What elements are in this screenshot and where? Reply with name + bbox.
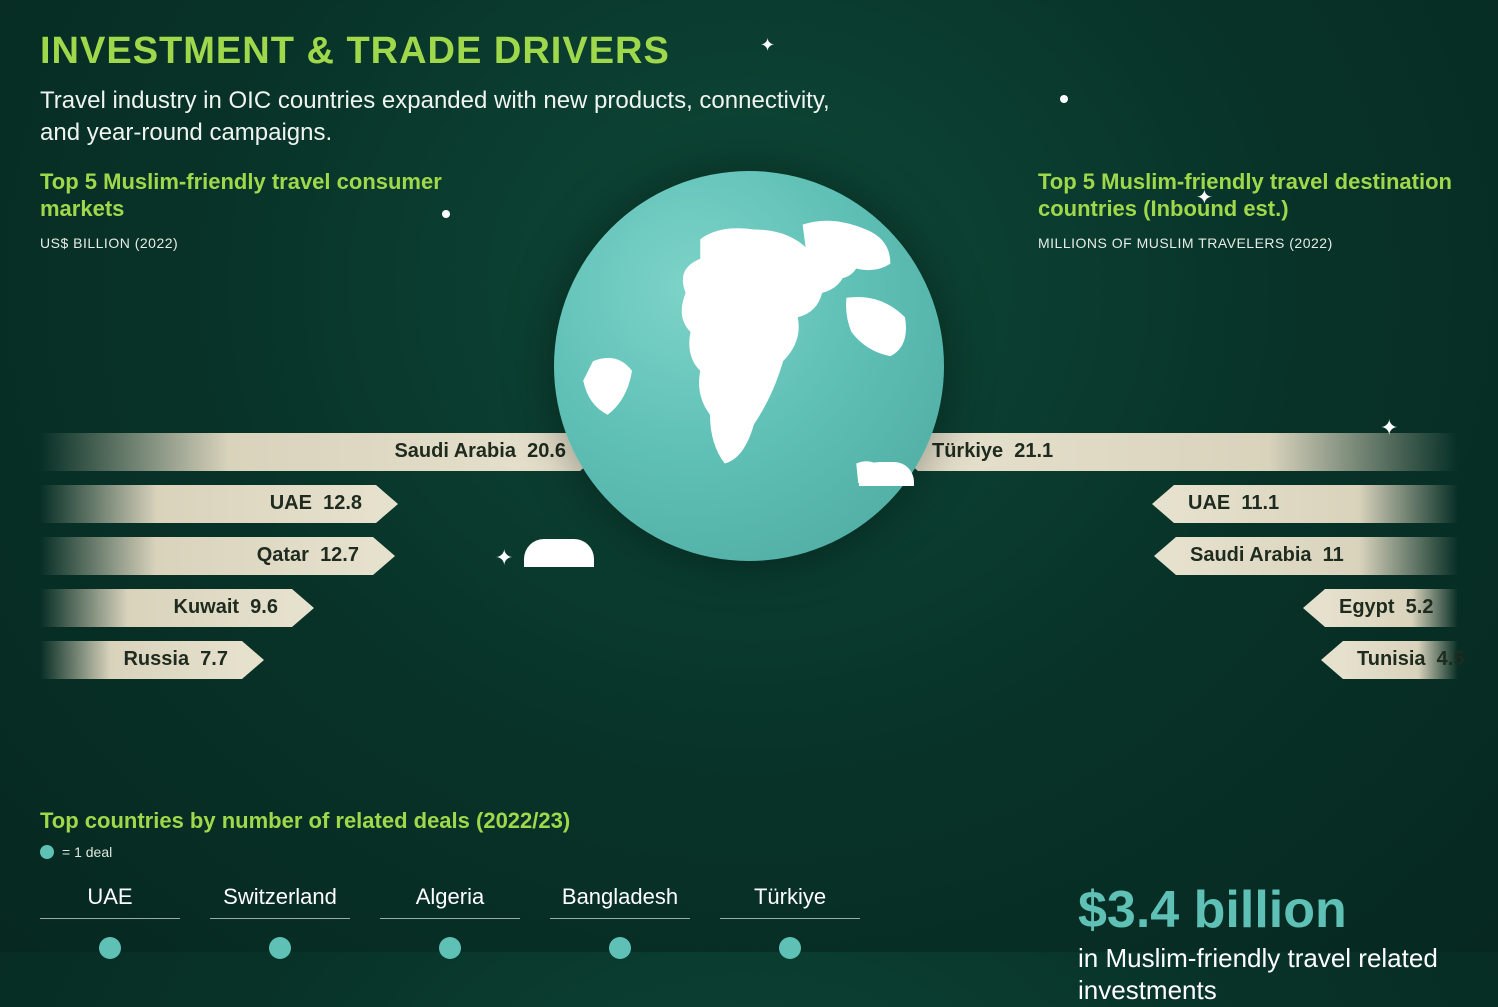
arrow-left-icon <box>1321 641 1343 679</box>
deal-dots <box>210 937 350 959</box>
investment-value: $3.4 billion <box>1078 884 1458 936</box>
deal-country: Türkiye <box>720 884 860 959</box>
legend-dot-icon <box>40 845 54 859</box>
deal-country-name: Türkiye <box>720 884 860 919</box>
deal-dot-icon <box>269 937 291 959</box>
deals-title: Top countries by number of related deals… <box>40 808 1458 834</box>
deal-dots <box>550 937 690 959</box>
right-chart-unit: MILLIONS OF MUSLIM TRAVELERS (2022) <box>1038 235 1458 251</box>
deal-dot-icon <box>609 937 631 959</box>
deal-dot-icon <box>99 937 121 959</box>
page-subtitle: Travel industry in OIC countries expande… <box>40 85 860 150</box>
bar-label: Türkiye 21.1 <box>932 440 1053 463</box>
bar-label: Tunisia 4.5 <box>1357 648 1464 671</box>
deal-dot-icon <box>779 937 801 959</box>
deal-country-name: Switzerland <box>210 884 350 919</box>
deal-country-name: Bangladesh <box>550 884 690 919</box>
deal-dots <box>380 937 520 959</box>
deal-country: Algeria <box>380 884 520 959</box>
investment-stat: $3.4 billion in Muslim-friendly travel r… <box>1078 884 1458 1007</box>
deal-country-name: UAE <box>40 884 180 919</box>
deal-dot-icon <box>439 937 461 959</box>
deal-country: Bangladesh <box>550 884 690 959</box>
left-chart: Top 5 Muslim-friendly travel consumer ma… <box>40 168 460 598</box>
left-chart-title: Top 5 Muslim-friendly travel consumer ma… <box>40 168 460 223</box>
deals-section: Top countries by number of related deals… <box>40 808 1458 1007</box>
deal-country: UAE <box>40 884 180 959</box>
dot-deco <box>1060 95 1068 103</box>
right-chart-title: Top 5 Muslim-friendly travel destination… <box>1038 168 1458 223</box>
charts-container: Top 5 Muslim-friendly travel consumer ma… <box>40 168 1458 598</box>
deal-dots <box>40 937 180 959</box>
deals-legend: = 1 deal <box>40 844 1458 860</box>
cloud-deco <box>859 462 914 486</box>
deal-country: Switzerland <box>210 884 350 959</box>
deal-countries: UAE Switzerland Algeria Bangladesh Türki… <box>40 884 860 959</box>
bar-label: Egypt 5.2 <box>1339 596 1433 619</box>
legend-label: = 1 deal <box>62 844 112 860</box>
bar-label: Russia 7.7 <box>123 648 228 671</box>
globe-graphic <box>554 171 944 561</box>
cloud-deco <box>524 539 594 567</box>
bar-row: Russia 7.7 <box>40 641 602 679</box>
deal-dots <box>720 937 860 959</box>
left-chart-unit: US$ BILLION (2022) <box>40 235 460 251</box>
deal-country-name: Algeria <box>380 884 520 919</box>
bar-row: Tunisia 4.5 <box>1321 641 1458 679</box>
arrow-right-icon <box>242 641 264 679</box>
bar-label: Kuwait 9.6 <box>174 596 278 619</box>
page-title: INVESTMENT & TRADE DRIVERS <box>40 30 1458 73</box>
right-chart: Top 5 Muslim-friendly travel destination… <box>1038 168 1458 598</box>
